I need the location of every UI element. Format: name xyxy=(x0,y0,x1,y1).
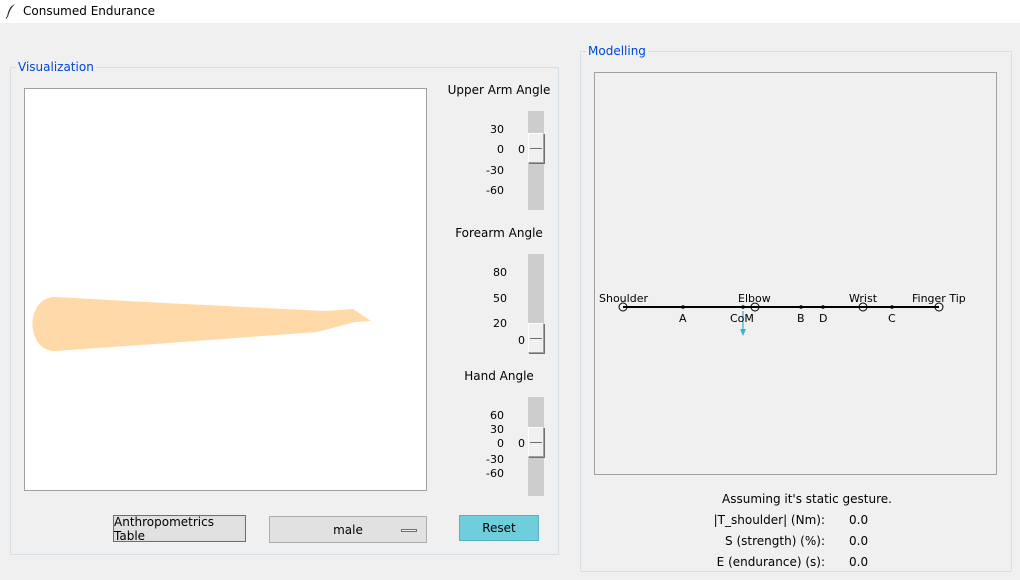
upper-arm-tick: -30 xyxy=(486,164,504,177)
point-com xyxy=(741,305,745,309)
anthropometrics-table-button[interactable]: Anthropometrics Table xyxy=(113,515,246,543)
gender-select-value: male xyxy=(333,522,363,537)
hand-slider[interactable] xyxy=(528,397,544,496)
gender-select[interactable]: male xyxy=(269,516,427,543)
forearm-slider[interactable] xyxy=(528,254,544,353)
metric-value-endurance: 0.0 xyxy=(849,555,869,569)
c-label: C xyxy=(888,312,896,325)
arm-model-diagram: Shoulder Elbow Wrist Finger Tip A CoM B … xyxy=(599,292,966,336)
forearm-tick: 80 xyxy=(493,266,507,279)
point-c xyxy=(890,305,894,309)
upper-arm-tick: -60 xyxy=(486,184,504,197)
metric-value-torque: 0.0 xyxy=(849,513,869,527)
hand-angle-title: Hand Angle xyxy=(464,369,534,383)
arm-shape xyxy=(32,297,371,351)
visualization-label: Visualization xyxy=(16,60,96,74)
point-a xyxy=(681,305,685,309)
wrist-joint xyxy=(858,302,868,312)
hand-tick: 30 xyxy=(490,423,504,436)
modelling-label: Modelling xyxy=(586,44,648,58)
visualization-group xyxy=(10,67,559,555)
upper-arm-slider[interactable] xyxy=(528,111,544,210)
b-label: B xyxy=(797,312,805,325)
status-text: Assuming it's static gesture. xyxy=(722,492,892,506)
upper-arm-angle-title: Upper Arm Angle xyxy=(447,83,551,97)
forearm-angle-title: Forearm Angle xyxy=(455,226,543,240)
finger-tip-label: Finger Tip xyxy=(912,292,966,305)
upper-arm-tick: 0 xyxy=(497,143,504,156)
wrist-label: Wrist xyxy=(849,292,878,305)
com-label: CoM xyxy=(730,312,754,325)
elbow-joint xyxy=(750,302,760,312)
d-label: D xyxy=(819,312,827,325)
forearm-slider-thumb[interactable] xyxy=(528,323,544,353)
metric-value-strength: 0.0 xyxy=(849,534,869,548)
title-bar: Consumed Endurance xyxy=(0,0,1020,23)
arm-visualization-canvas xyxy=(24,88,427,491)
metric-label-endurance: E (endurance) (s): xyxy=(716,555,825,569)
forearm-tick: 50 xyxy=(493,292,507,305)
shoulder-label: Shoulder xyxy=(599,292,648,305)
elbow-label: Elbow xyxy=(738,292,771,305)
hand-slider-thumb[interactable] xyxy=(528,427,544,457)
metric-label-torque: |T_shoulder| (Nm): xyxy=(713,513,825,527)
modelling-group xyxy=(580,51,1012,572)
shoulder-joint xyxy=(618,302,628,312)
metric-label-strength: S (strength) (%): xyxy=(725,534,825,548)
hand-tick: 60 xyxy=(490,409,504,422)
hand-tick: -30 xyxy=(486,453,504,466)
upper-arm-tick: 30 xyxy=(490,123,504,136)
upper-arm-slider-thumb[interactable] xyxy=(528,133,544,163)
dropdown-indicator-icon xyxy=(401,529,417,532)
modelling-canvas: Shoulder Elbow Wrist Finger Tip A CoM B … xyxy=(594,72,997,475)
hand-tick: 0 xyxy=(497,437,504,450)
window-title: Consumed Endurance xyxy=(23,4,155,18)
finger-tip-joint xyxy=(934,302,944,312)
hand-tick: -60 xyxy=(486,467,504,480)
point-b xyxy=(799,305,803,309)
hand-value: 0 xyxy=(518,437,525,450)
forearm-value: 0 xyxy=(518,334,525,347)
point-d xyxy=(821,305,825,309)
a-label: A xyxy=(679,312,687,325)
feather-icon xyxy=(5,4,15,19)
arm-drawing xyxy=(32,297,371,351)
upper-arm-value: 0 xyxy=(518,143,525,156)
reset-button[interactable]: Reset xyxy=(459,515,539,541)
forearm-tick: 20 xyxy=(493,317,507,330)
com-force-arrowhead xyxy=(740,329,746,336)
